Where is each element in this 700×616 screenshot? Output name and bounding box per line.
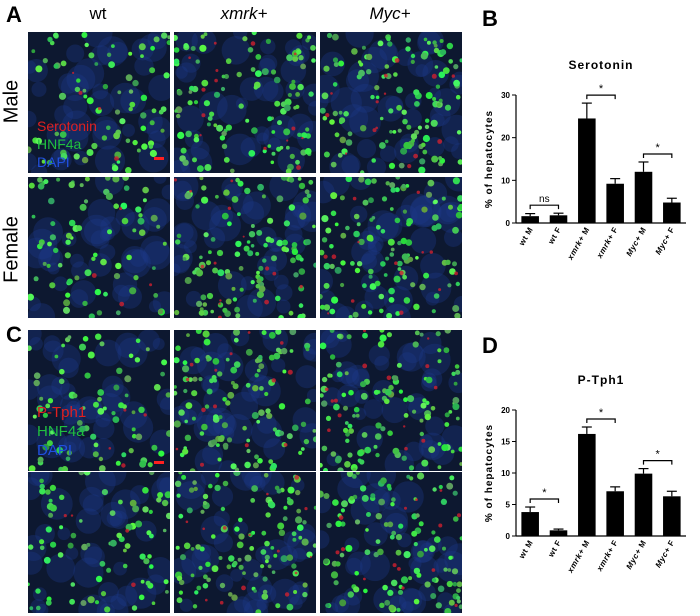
y-tick-label: 0 (506, 532, 511, 541)
legend-ptph1: P-Tph1 (37, 404, 87, 421)
legend-dapi-2: DAPI (37, 442, 73, 459)
micrograph-xmrk-female-ptph1 (174, 472, 316, 613)
significance-bracket-1 (586, 94, 616, 100)
row-header-male: Male (0, 79, 23, 124)
scale-bar-top (154, 157, 164, 160)
category-label-3: xmrk+ F (594, 539, 619, 574)
micrograph-xmrk-male-ptph1 (174, 330, 316, 471)
bar-0 (521, 512, 539, 536)
bar-2 (578, 433, 596, 536)
column-header-myc: Myc+ (369, 4, 411, 23)
chart-serotonin: Serotonin % of hepatocytes 0 10 20 30 wt M wt F… (484, 58, 686, 263)
micrograph-xmrk-female-serotonin (174, 177, 316, 318)
bar-5 (663, 202, 681, 223)
micrograph-myc-male-serotonin (320, 32, 462, 173)
y-tick-label: 10 (501, 176, 510, 185)
significance-bracket-2 (642, 459, 673, 465)
category-label-2: xmrk+ M (565, 226, 591, 263)
legend-serotonin: Serotonin (37, 118, 97, 134)
bar-1 (549, 530, 568, 536)
bar-1 (549, 215, 568, 223)
legend-top: Serotonin HNF4a DAPI (37, 117, 97, 171)
category-label-0: wt M (517, 539, 535, 561)
category-label-1: wt F (546, 539, 563, 560)
panel-letter-b: B (482, 6, 498, 31)
micrograph-myc-male-ptph1 (320, 330, 462, 471)
legend-hnf4a-2: HNF4a (37, 423, 85, 440)
significance-bracket-0 (529, 498, 560, 504)
micrograph-wt-male-ptph1 (28, 330, 170, 471)
significance-bracket-0 (529, 204, 560, 210)
chart-title: P-Tph1 (578, 373, 625, 387)
significance-label-0: * (542, 487, 547, 499)
significance-label-1: * (599, 83, 604, 95)
bar-0 (521, 216, 539, 223)
bar-4 (634, 473, 653, 536)
y-tick-label: 5 (506, 501, 511, 510)
significance-bracket-1 (586, 418, 616, 424)
category-label-4: Myc+ M (624, 539, 648, 571)
bar-3 (606, 183, 624, 223)
category-label-0: wt M (517, 226, 535, 248)
y-tick-label: 0 (506, 219, 511, 228)
bar-3 (606, 491, 624, 536)
micrograph-myc-female-ptph1 (320, 472, 462, 613)
micrograph-wt-male-serotonin (28, 32, 170, 173)
y-tick-label: 30 (501, 91, 510, 100)
chart-title: Serotonin (569, 58, 634, 72)
category-label-5: Myc+ F (654, 226, 677, 257)
y-tick-label: 15 (501, 438, 510, 447)
micrograph-wt-female-serotonin (28, 177, 170, 318)
panel-letter-c: C (6, 322, 22, 347)
category-label-4: Myc+ M (624, 226, 648, 258)
column-header-xmrk: xmrk+ (220, 4, 268, 23)
bar-2 (578, 118, 596, 223)
legend-hnf4a: HNF4a (37, 136, 82, 152)
category-label-5: Myc+ F (654, 539, 677, 570)
significance-label-0: ns (539, 194, 550, 205)
micrograph-myc-female-serotonin (320, 177, 462, 318)
panel-letter-d: D (482, 333, 498, 358)
significance-label-2: * (656, 142, 661, 154)
row-header-female: Female (0, 216, 23, 283)
significance-label-2: * (656, 449, 661, 461)
bar-5 (663, 496, 681, 536)
panel-letter-a: A (6, 2, 22, 27)
significance-bracket-2 (642, 153, 673, 158)
y-axis-label: % of hepatocytes (484, 110, 495, 208)
legend-bottom: P-Tph1 HNF4a DAPI (37, 403, 86, 460)
scale-bar-bottom (154, 461, 164, 464)
micrograph-wt-female-ptph1 (28, 472, 170, 613)
significance-label-1: * (599, 407, 604, 419)
y-tick-label: 20 (501, 134, 510, 143)
micrograph-xmrk-male-serotonin (174, 32, 316, 173)
category-label-2: xmrk+ M (565, 539, 591, 576)
y-tick-label: 20 (501, 406, 510, 415)
column-header-wt: wt (89, 4, 107, 23)
category-label-1: wt F (546, 226, 563, 247)
y-axis-label: % of hepatocytes (484, 424, 495, 522)
y-tick-label: 10 (501, 469, 510, 478)
bar-4 (634, 171, 653, 223)
category-label-3: xmrk+ F (594, 226, 619, 261)
legend-dapi: DAPI (37, 154, 70, 170)
